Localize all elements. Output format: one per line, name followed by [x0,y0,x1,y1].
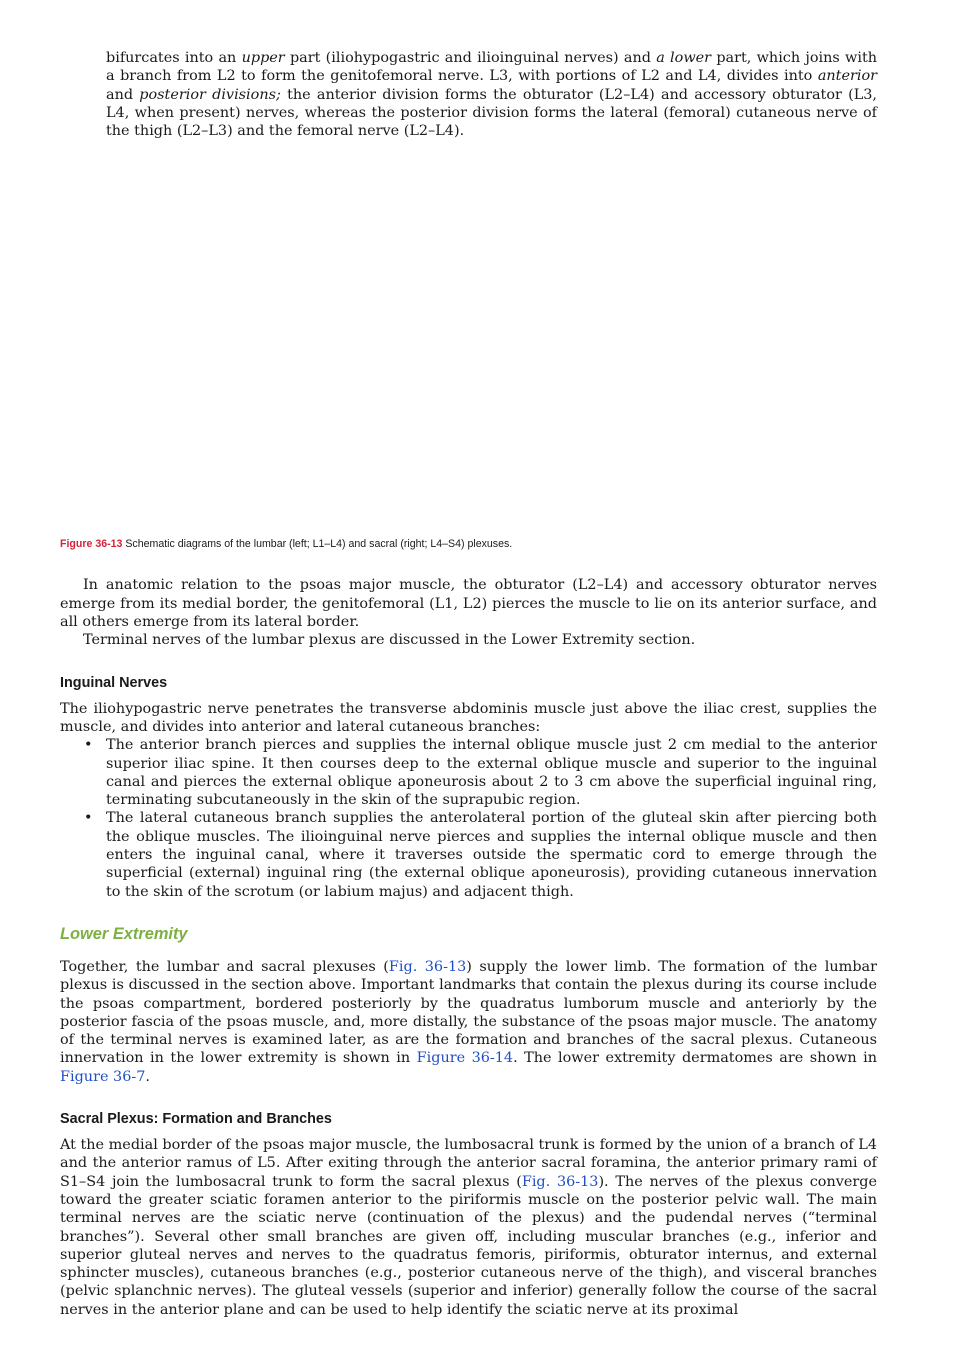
psoas-paragraph: In anatomic relation to the psoas major … [60,577,877,631]
figure-caption: Figure 36-13 Schematic diagrams of the l… [60,538,513,551]
figure-label: Figure 36-13 [60,538,123,551]
terminal-nerves-paragraph: Terminal nerves of the lumbar plexus are… [83,632,696,649]
bullet-icon: • [84,737,93,754]
page-content: bifurcates into an upper part (iliohypog… [60,49,877,1319]
figure-36-13-link[interactable]: Fig. 36-13 [388,958,467,975]
figure-36-7-link[interactable]: Figure 36-7 [60,1068,146,1085]
list-item: • The lateral cutaneous branch supplies t… [84,810,877,900]
figure-area [60,140,877,538]
inguinal-intro-paragraph: The iliohypogastric nerve penetrates the… [60,700,877,735]
figure-36-13-link[interactable]: Fig. 36-13 [521,1173,599,1190]
lower-extremity-paragraph: Together, the lumbar and sacral plexuses… [60,958,878,1085]
list-item: • The anterior branch pierces and supplie… [84,737,877,809]
continuation-paragraph: bifurcates into an upper part (iliohypog… [106,50,878,140]
figure-36-14-link[interactable]: Figure 36-14 [416,1050,514,1067]
inguinal-nerves-heading: Inguinal Nerves [60,674,168,691]
bullet-icon: • [84,810,93,827]
inguinal-bullet-list: • The anterior branch pierces and supplie… [60,736,877,901]
sacral-plexus-heading: Sacral Plexus: Formation and Branches [60,1111,332,1128]
lower-extremity-heading: Lower Extremity [60,924,188,943]
sacral-plexus-paragraph: At the medial border of the psoas major … [60,1137,877,1318]
